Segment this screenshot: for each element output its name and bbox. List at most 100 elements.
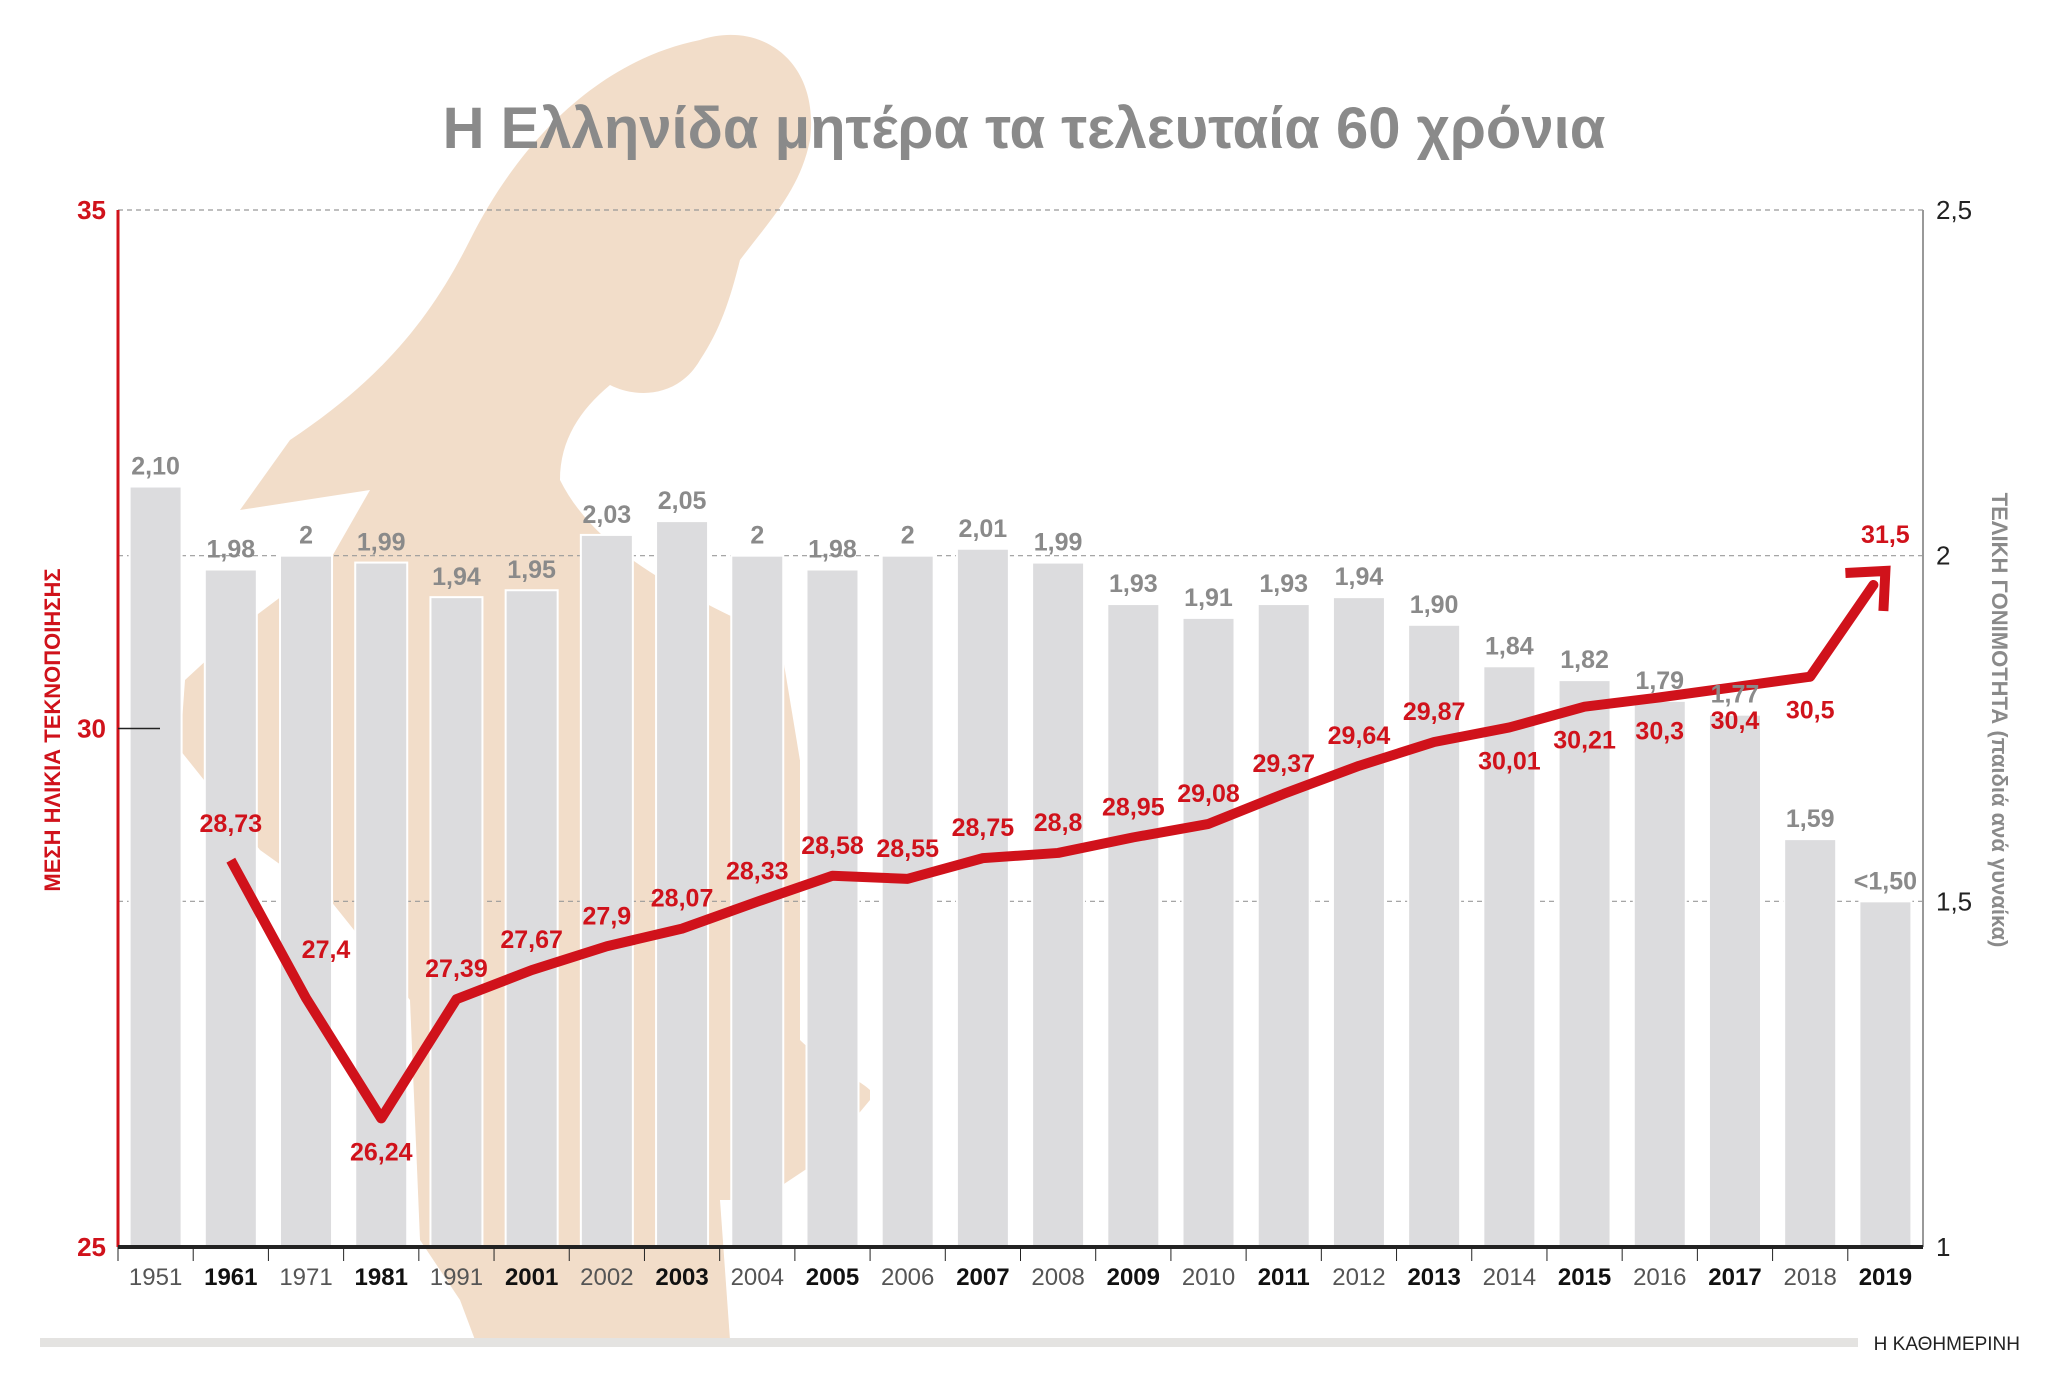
bar-value-label: 2,01 <box>959 515 1008 543</box>
x-tick-label: 2016 <box>1633 1264 1686 1291</box>
x-tick-label: 2002 <box>580 1264 633 1291</box>
age-value-label: 26,24 <box>350 1138 413 1166</box>
x-tick-label: 2008 <box>1031 1264 1084 1291</box>
x-tick-label: 2004 <box>731 1264 784 1291</box>
age-value-label: 30,5 <box>1786 697 1835 725</box>
bar <box>1031 561 1086 1248</box>
bar-value-label: 1,79 <box>1635 667 1684 695</box>
bar-value-label: 2,05 <box>658 487 707 515</box>
bar-value-label: 2 <box>299 522 313 550</box>
age-value-label: 29,08 <box>1177 780 1240 808</box>
bar <box>1707 713 1762 1248</box>
x-tick-label: 1991 <box>430 1264 483 1291</box>
x-tick-label: 2007 <box>956 1264 1009 1291</box>
x-tick-label: 2001 <box>505 1264 558 1291</box>
x-tick-label: 2009 <box>1107 1264 1160 1291</box>
x-tick-label: 2014 <box>1483 1264 1536 1291</box>
x-tick-label: 2012 <box>1332 1264 1385 1291</box>
chart-title: Η Ελληνίδα μητέρα τα τελευταία 60 χρόνια <box>443 96 1606 161</box>
bar-value-label: 1,93 <box>1259 570 1308 598</box>
age-value-label: 30,3 <box>1635 717 1684 745</box>
age-value-label: 30,01 <box>1478 747 1541 775</box>
bar <box>730 554 785 1248</box>
x-tick-label: 2006 <box>881 1264 934 1291</box>
age-value-label: 29,64 <box>1328 722 1391 750</box>
bar-value-label: 1,98 <box>206 535 255 563</box>
x-tick-label: 2003 <box>655 1264 708 1291</box>
bar <box>880 554 935 1248</box>
footer-bar <box>40 1338 1858 1347</box>
bar <box>805 568 860 1248</box>
bar-value-label: 2,10 <box>131 453 180 481</box>
age-value-label: 27,9 <box>583 902 632 930</box>
age-value-label: 28,07 <box>651 885 714 913</box>
age-value-label: 30,21 <box>1553 727 1616 755</box>
bar <box>354 561 409 1248</box>
x-tick-label: 2018 <box>1783 1264 1836 1291</box>
age-value-label: 28,75 <box>952 814 1015 842</box>
age-value-label: 31,5 <box>1861 521 1910 549</box>
age-value-label: 27,67 <box>500 926 563 954</box>
bar-value-label: 1,98 <box>808 535 857 563</box>
x-tick-label: 1961 <box>204 1264 257 1291</box>
age-value-label: 28,58 <box>801 832 864 860</box>
bar <box>1858 900 1913 1248</box>
right-axis-title: ΤΕΛΙΚΗ ΓΟΝΙΜΟΤΗΤΑ (παιδιά ανά γυναίκα) <box>1987 493 2012 948</box>
x-tick-label: 2010 <box>1182 1264 1235 1291</box>
right-tick-label: 1,5 <box>1936 886 1972 916</box>
age-value-label: 28,95 <box>1102 793 1165 821</box>
bar <box>1106 603 1161 1248</box>
x-tick-label: 2019 <box>1859 1264 1912 1291</box>
age-line <box>226 671 1811 1124</box>
bar <box>1482 665 1537 1248</box>
x-tick-label: 2013 <box>1407 1264 1460 1291</box>
bar <box>1331 596 1386 1248</box>
bar-value-label: 1,94 <box>1335 563 1384 591</box>
x-tick-label: 2015 <box>1558 1264 1611 1291</box>
right-tick-label: 1 <box>1936 1232 1950 1262</box>
bar-value-label: <1,50 <box>1854 867 1917 895</box>
x-tick-label: 2011 <box>1258 1264 1310 1291</box>
bar-value-label: 1,99 <box>357 529 406 557</box>
x-tick-label: 2005 <box>806 1264 859 1291</box>
bar <box>1181 616 1236 1248</box>
bar-value-label: 1,94 <box>432 563 481 591</box>
bar-value-label: 1,59 <box>1786 805 1835 833</box>
right-tick-label: 2,5 <box>1936 195 1972 225</box>
bar <box>504 589 559 1248</box>
left-tick-label: 35 <box>77 195 106 225</box>
bar <box>1783 838 1838 1248</box>
age-line-arrow-shaft <box>1805 579 1879 682</box>
bar <box>1632 699 1687 1248</box>
x-tick-label: 1981 <box>355 1264 408 1291</box>
bar <box>1256 603 1311 1248</box>
age-value-label: 28,8 <box>1034 809 1083 837</box>
right-tick-label: 2 <box>1936 541 1950 571</box>
bar-value-label: 1,95 <box>507 556 556 584</box>
bar-value-label: 1,91 <box>1184 584 1233 612</box>
left-axis-title: ΜΕΣΗ ΗΛΙΚΙΑ ΤΕΚΝΟΠΟΙΗΣΗΣ <box>40 568 65 891</box>
bar-value-label: 2 <box>901 522 915 550</box>
bar <box>579 533 634 1248</box>
bar <box>1407 623 1462 1248</box>
bar <box>203 568 258 1248</box>
bar <box>279 554 334 1248</box>
x-tick-label: 2017 <box>1708 1264 1761 1291</box>
source-label: Η ΚΑΘΗΜΕΡΙΝΗ <box>1874 1334 2020 1355</box>
bar-value-label: 2 <box>750 522 764 550</box>
bar <box>955 547 1010 1248</box>
age-value-label: 28,73 <box>200 810 263 838</box>
x-tick-label: 1951 <box>129 1264 182 1291</box>
bar-value-label: 1,82 <box>1560 646 1609 674</box>
bar-value-label: 1,77 <box>1711 681 1760 709</box>
bar <box>128 485 183 1248</box>
arrow-head-icon <box>1845 565 1891 612</box>
age-value-label: 29,37 <box>1252 750 1315 778</box>
bar <box>429 596 484 1248</box>
bar-value-label: 1,84 <box>1485 632 1534 660</box>
bar-value-label: 1,90 <box>1410 591 1459 619</box>
bar <box>1557 679 1612 1248</box>
age-value-label: 30,4 <box>1711 707 1760 735</box>
bar-value-label: 2,03 <box>583 501 632 529</box>
